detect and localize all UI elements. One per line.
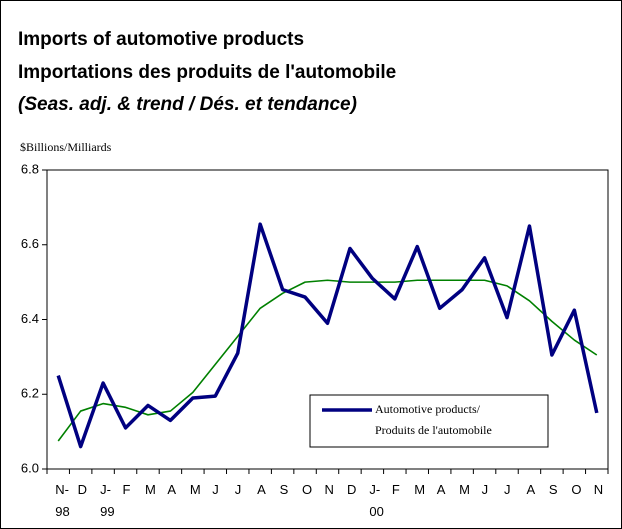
x-tick-label: J [504, 482, 511, 497]
y-axis-label: $Billions/Milliards [20, 140, 112, 154]
x-tick-label: A [167, 482, 176, 497]
x-tick-label: N [594, 482, 603, 497]
x-tick-label: J [482, 482, 489, 497]
x-tick-label: M [459, 482, 470, 497]
x-tick-label: S [549, 482, 558, 497]
x-tick-label: F [123, 482, 131, 497]
x-tick-label: N [325, 482, 334, 497]
x-tick-label: M [190, 482, 201, 497]
y-tick-label: 6.6 [21, 236, 39, 251]
x-tick-label: M [145, 482, 156, 497]
y-tick-label: 6.2 [21, 386, 39, 401]
x-tick-label: S [280, 482, 289, 497]
x-tick-label: J [235, 482, 242, 497]
chart-note: (Seas. adj. & trend / Dés. et tendance) [18, 94, 357, 115]
x-tick-label: N-98 [55, 482, 69, 519]
y-tick-label: 6.4 [21, 311, 39, 326]
chart-title: Imports of automotive products [18, 29, 304, 50]
legend-label: Automotive products/Produits de l'automo… [375, 402, 492, 437]
x-tick-label: J [212, 482, 219, 497]
x-tick-label: F [392, 482, 400, 497]
x-tick-label: A [437, 482, 446, 497]
y-tick-label: 6.0 [21, 460, 39, 475]
y-tick-label: 6.8 [21, 161, 39, 176]
x-tick-label: M [414, 482, 425, 497]
x-tick-label: O [571, 482, 581, 497]
chart-subtitle: Importations des produits de l'automobil… [18, 62, 396, 83]
legend-box [309, 394, 549, 448]
x-tick-label: J-99 [100, 482, 114, 519]
x-tick-label: O [302, 482, 312, 497]
x-tick-label: A [526, 482, 535, 497]
x-tick-label: J-00 [369, 482, 383, 519]
x-tick-label: A [257, 482, 266, 497]
x-tick-label: D [78, 482, 87, 497]
x-tick-label: D [347, 482, 356, 497]
series-line [56, 222, 599, 449]
series-line [57, 279, 598, 442]
